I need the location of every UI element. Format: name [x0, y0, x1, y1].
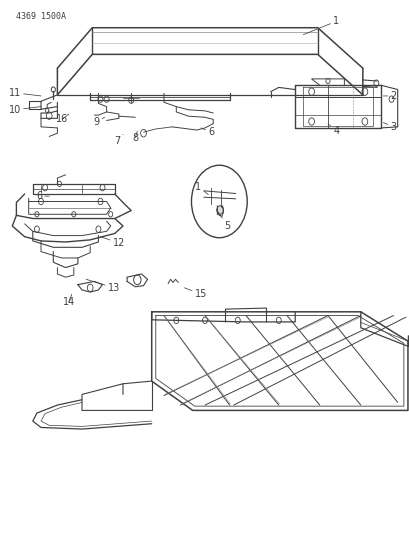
Text: 9: 9 — [93, 117, 104, 126]
Text: 12: 12 — [100, 237, 125, 248]
Text: 10: 10 — [9, 105, 41, 115]
Text: 6: 6 — [36, 191, 49, 201]
Text: 8: 8 — [132, 131, 138, 142]
Text: 13: 13 — [86, 279, 120, 293]
Circle shape — [216, 206, 223, 214]
Text: 2: 2 — [382, 91, 396, 101]
Text: 15: 15 — [184, 288, 207, 299]
Text: 16: 16 — [56, 114, 69, 124]
Text: 5: 5 — [216, 209, 230, 231]
Text: 3: 3 — [382, 122, 396, 132]
Text: 4: 4 — [327, 124, 338, 136]
Text: 1: 1 — [195, 182, 208, 195]
Text: 7: 7 — [113, 134, 123, 146]
Text: 1: 1 — [303, 17, 338, 35]
Text: 11: 11 — [9, 88, 41, 98]
Text: 6: 6 — [200, 127, 213, 137]
Text: 4369 1500A: 4369 1500A — [16, 12, 66, 21]
Text: 14: 14 — [63, 294, 75, 306]
